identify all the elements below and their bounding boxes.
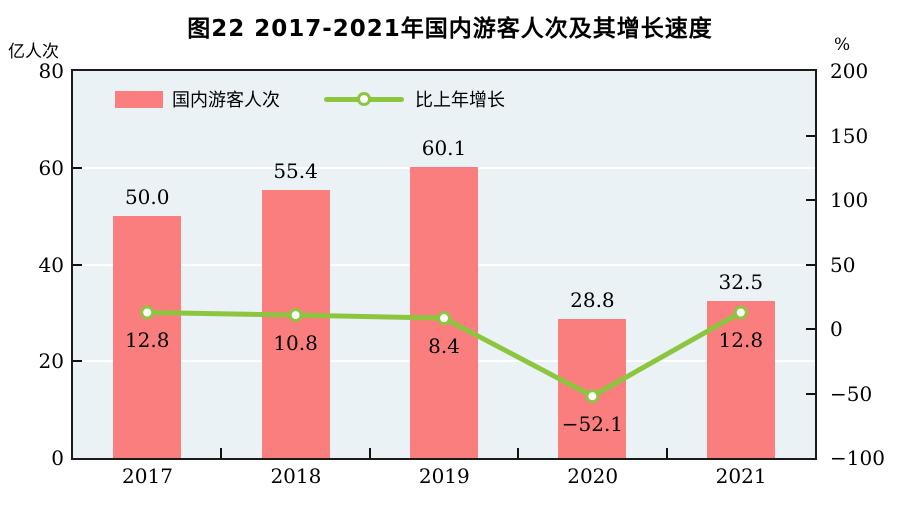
right-axis-tick [806, 328, 815, 330]
line-marker [585, 389, 600, 404]
growth-value-label: 12.8 [124, 328, 170, 353]
right-tick-label: −50 [830, 381, 873, 406]
year-label: 2020 [567, 464, 619, 488]
growth-value-label: 10.8 [273, 331, 318, 356]
left-tick-label: 60 [38, 155, 64, 180]
chart-title: 图22 2017-2021年国内游客人次及其增长速度 [187, 16, 713, 42]
left-tick-label: 0 [51, 446, 64, 470]
legend-bar-swatch-icon [115, 90, 163, 108]
bar-value-label: 28.8 [570, 287, 615, 312]
right-tick-label: 200 [830, 59, 869, 83]
line-marker [288, 308, 303, 323]
bar-value-label: 32.5 [718, 269, 764, 294]
left-tick-label: 80 [38, 59, 64, 83]
right-axis-tick [806, 199, 815, 201]
left-tick-label: 40 [38, 252, 64, 277]
left-axis-unit-label: 亿人次 [8, 42, 59, 62]
year-label: 2017 [122, 464, 173, 488]
growth-value-label: 12.8 [718, 328, 764, 353]
year-label: 2018 [270, 464, 322, 488]
right-tick-label: 50 [830, 252, 856, 277]
bar [558, 318, 627, 458]
x-axis-tick [517, 448, 520, 458]
x-axis-tick [665, 448, 668, 458]
year-label: 2019 [418, 464, 470, 488]
line-marker [733, 305, 748, 320]
x-axis-tick [220, 448, 223, 458]
growth-value-label: 8.4 [428, 334, 460, 359]
line-marker [140, 305, 155, 320]
legend-line-label: 比上年增长 [415, 90, 505, 111]
right-tick-label: 100 [830, 188, 869, 212]
right-tick-label: 150 [830, 123, 869, 148]
right-tick-label: 0 [830, 317, 843, 341]
bar-value-label: 50.0 [124, 185, 170, 210]
year-label: 2021 [715, 464, 767, 488]
growth-line [140, 305, 748, 404]
right-axis-tick [806, 263, 815, 266]
right-axis-unit-label: % [834, 35, 851, 55]
left-axis-tick [73, 360, 82, 363]
right-axis-tick [806, 134, 815, 137]
bar [261, 190, 330, 458]
legend-bar-label: 国内游客人次 [172, 90, 280, 111]
right-axis-tick [806, 392, 815, 395]
legend: 国内游客人次 比上年增长 [115, 86, 505, 112]
line-marker [437, 311, 451, 326]
bar [113, 216, 182, 458]
right-tick-label: −100 [830, 446, 885, 470]
left-axis-tick [73, 166, 82, 169]
legend-line-dot-icon [357, 91, 371, 106]
left-axis-tick [73, 263, 82, 266]
bar-value-label: 60.1 [421, 136, 467, 161]
legend-line-marker-icon [324, 91, 404, 106]
plot-area: 国内游客人次 比上年增长 50.0 55.4 60.1 28.8 32.5 12.8 10.… [71, 69, 817, 460]
left-tick-label: 20 [38, 349, 64, 374]
growth-value-label: −52.1 [561, 412, 624, 437]
bar-value-label: 55.4 [273, 159, 318, 183]
x-axis-tick [368, 448, 371, 458]
